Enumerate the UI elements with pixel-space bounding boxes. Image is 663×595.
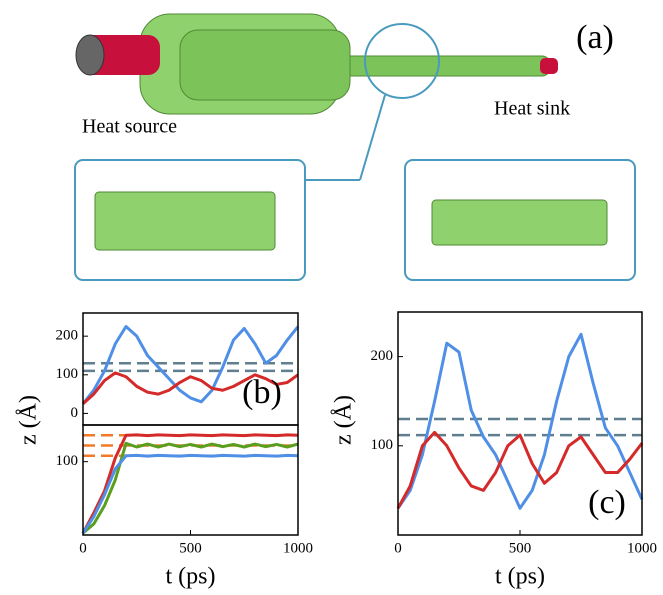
x-axis-label: t (ps) <box>495 564 545 590</box>
x-axis-label: t (ps) <box>166 564 216 590</box>
x-tick-label: 500 <box>509 540 532 556</box>
thin-tube <box>339 55 551 77</box>
source-cap <box>75 34 105 76</box>
sink-end <box>540 58 558 74</box>
series-line <box>81 453 299 534</box>
source-label: Heat source <box>82 116 177 138</box>
y-tick-label: 0 <box>71 405 79 421</box>
sink-label: Heat sink <box>494 98 570 120</box>
x-tick-label: 1000 <box>283 540 313 556</box>
panel-label: (a) <box>576 19 614 56</box>
zoom-circle <box>364 23 440 99</box>
y-axis-label: z (Å) <box>331 395 357 445</box>
mid-tube <box>179 29 351 101</box>
inset-tube <box>94 191 276 251</box>
x-tick-label: 0 <box>79 540 87 556</box>
x-tick-label: 500 <box>179 540 202 556</box>
series-line <box>396 332 644 510</box>
inset-tube <box>431 199 608 246</box>
y-tick-label: 200 <box>56 328 79 344</box>
x-tick-label: 1000 <box>627 540 657 556</box>
panel-label: (c) <box>588 484 626 521</box>
x-tick-label: 0 <box>394 540 402 556</box>
series-line <box>81 433 299 534</box>
y-tick-label: 100 <box>56 366 79 382</box>
y-axis-label: z (Å) <box>16 395 42 445</box>
y-tick-label: 100 <box>371 437 394 453</box>
panel-label: (b) <box>242 374 282 411</box>
zoom-line <box>359 94 386 181</box>
series-line <box>82 441 299 535</box>
illustration: (a) Heat source Heat sink <box>74 13 636 281</box>
y-tick-label: 200 <box>371 348 394 364</box>
y-tick-label: 100 <box>56 453 79 469</box>
series-line <box>396 430 644 509</box>
series-line <box>81 371 299 405</box>
series-line <box>81 325 300 405</box>
